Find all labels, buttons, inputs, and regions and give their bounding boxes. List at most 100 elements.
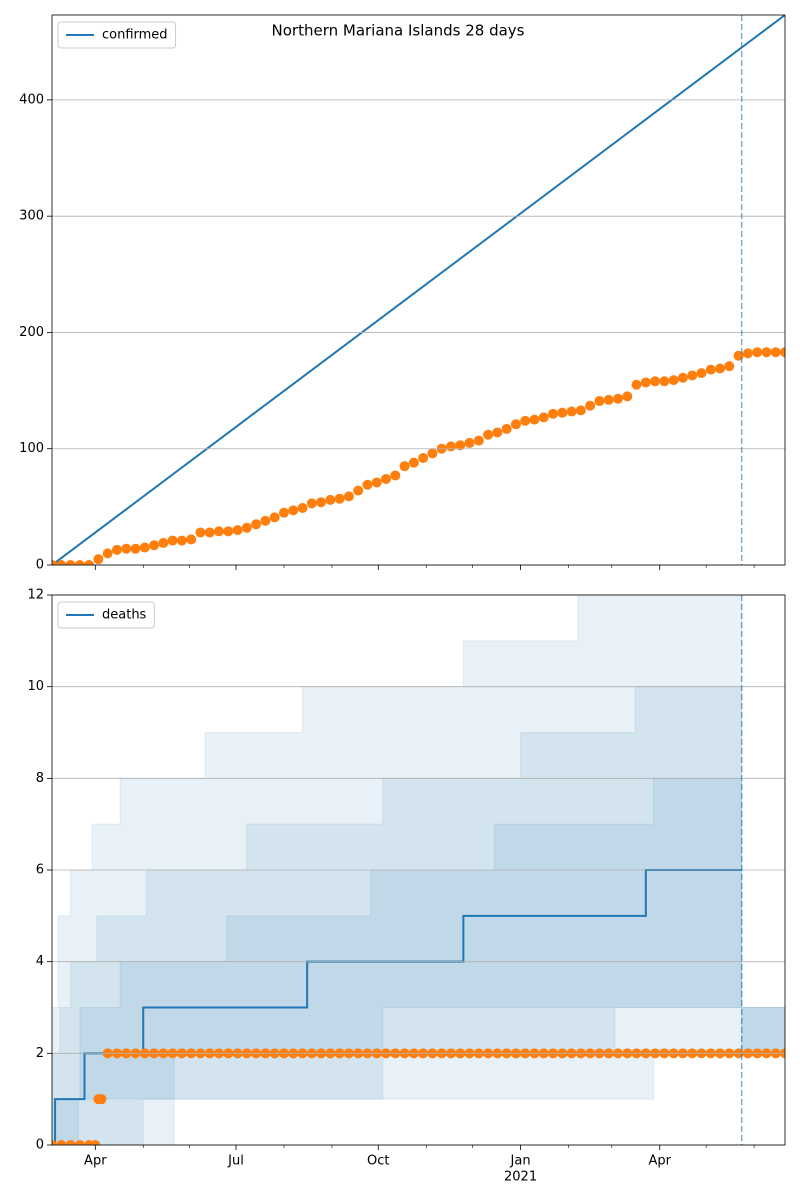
scatter-point [176, 535, 187, 546]
scatter-point [585, 400, 596, 411]
scatter-point [343, 491, 354, 502]
scatter-point [52, 560, 57, 565]
scatter-point [640, 377, 651, 388]
scatter-point [96, 1094, 107, 1105]
scatter-point [158, 537, 169, 548]
y-tick-label: 300 [19, 209, 44, 224]
y-tick-label: 200 [19, 325, 44, 340]
scatter-point [214, 526, 225, 537]
scatter-point [418, 453, 429, 464]
scatter-point [742, 348, 753, 359]
step-line [52, 869, 742, 1145]
y-tick-label: 4 [36, 954, 44, 969]
y-tick-label: 6 [36, 863, 44, 878]
scatter-point [724, 361, 735, 372]
scatter-point [56, 1140, 67, 1145]
scatter-point [111, 544, 122, 555]
scatter-point [232, 525, 243, 536]
x-year-label: 2021 [504, 1170, 537, 1185]
scatter-point [167, 535, 178, 546]
scatter-point [566, 406, 577, 417]
y-tick-label: 10 [27, 679, 44, 694]
y-tick-label: 0 [36, 1138, 44, 1153]
scatter-point [705, 364, 716, 375]
scatter-point [204, 527, 215, 538]
scatter-point [130, 543, 141, 554]
scatter-point [780, 347, 785, 358]
scatter-point [594, 396, 605, 407]
scatter-point [65, 560, 76, 565]
scatter-point [269, 512, 280, 523]
legend-box [57, 21, 177, 49]
scatter-point [102, 548, 113, 559]
y-tick-label: 12 [27, 588, 44, 603]
scatter-point [149, 540, 160, 551]
x-tick-label: Jan [510, 1154, 531, 1169]
scatter-point [538, 412, 549, 423]
scatter-point [186, 534, 197, 545]
axes-frame [51, 14, 786, 566]
scatter-point [381, 473, 392, 484]
scatter-point [93, 554, 104, 565]
scatter-point [74, 1140, 85, 1145]
axes-frame [51, 594, 786, 1146]
scatter-point [288, 505, 299, 516]
scatter-point [473, 435, 484, 446]
scatter-point [696, 368, 707, 379]
scatter-point [223, 526, 234, 537]
y-tick-label: 100 [19, 441, 44, 456]
scatter-point [548, 408, 559, 419]
x-tick-label: Apr [84, 1154, 107, 1169]
scatter-point [455, 440, 466, 451]
scatter-point [464, 437, 475, 448]
scatter-point [603, 394, 614, 405]
scatter-point [139, 542, 150, 553]
scatter-point [353, 485, 364, 496]
scatter-point [622, 391, 633, 402]
scatter-point [251, 519, 262, 530]
legend-box [57, 601, 155, 629]
scatter-point [408, 457, 419, 468]
scatter-point [278, 507, 289, 518]
scatter-point [325, 494, 336, 505]
chart-title: Northern Mariana Islands 28 days [272, 22, 525, 40]
scatter-point [520, 415, 531, 426]
y-tick-label: 2 [36, 1046, 44, 1061]
scatter-point [659, 376, 670, 387]
scatter-point [362, 479, 373, 490]
y-tick-label: 8 [36, 771, 44, 786]
scatter-point [492, 427, 503, 438]
scatter-point [501, 423, 512, 434]
scatter-point [84, 560, 95, 565]
scatter-point [445, 441, 456, 452]
scatter-point [241, 522, 252, 533]
plot-area [52, 15, 785, 565]
scatter-point [761, 347, 772, 358]
x-tick-label: Oct [367, 1154, 389, 1169]
scatter-point [770, 347, 781, 358]
x-tick-label: Apr [648, 1154, 671, 1169]
scatter-point [427, 448, 438, 459]
scatter-point [52, 1140, 57, 1145]
scatter-point [677, 372, 688, 383]
scatter-point [557, 407, 568, 418]
scatter-point [399, 461, 410, 472]
scatter-point [529, 414, 540, 425]
scatter-point [612, 393, 623, 404]
scatter-point [56, 560, 67, 565]
scatter-point [483, 429, 494, 440]
scatter-point [650, 376, 661, 387]
y-tick-label: 0 [36, 558, 44, 573]
scatter-point [631, 379, 642, 390]
scatter-point [121, 543, 132, 554]
scatter-point [510, 419, 521, 430]
scatter-point [752, 347, 763, 358]
x-tick-label: Jul [227, 1154, 244, 1169]
scatter-point [668, 375, 679, 386]
scatter-point [65, 1140, 76, 1145]
scatter-point [195, 527, 206, 538]
legend-label: confirmed [102, 28, 168, 43]
